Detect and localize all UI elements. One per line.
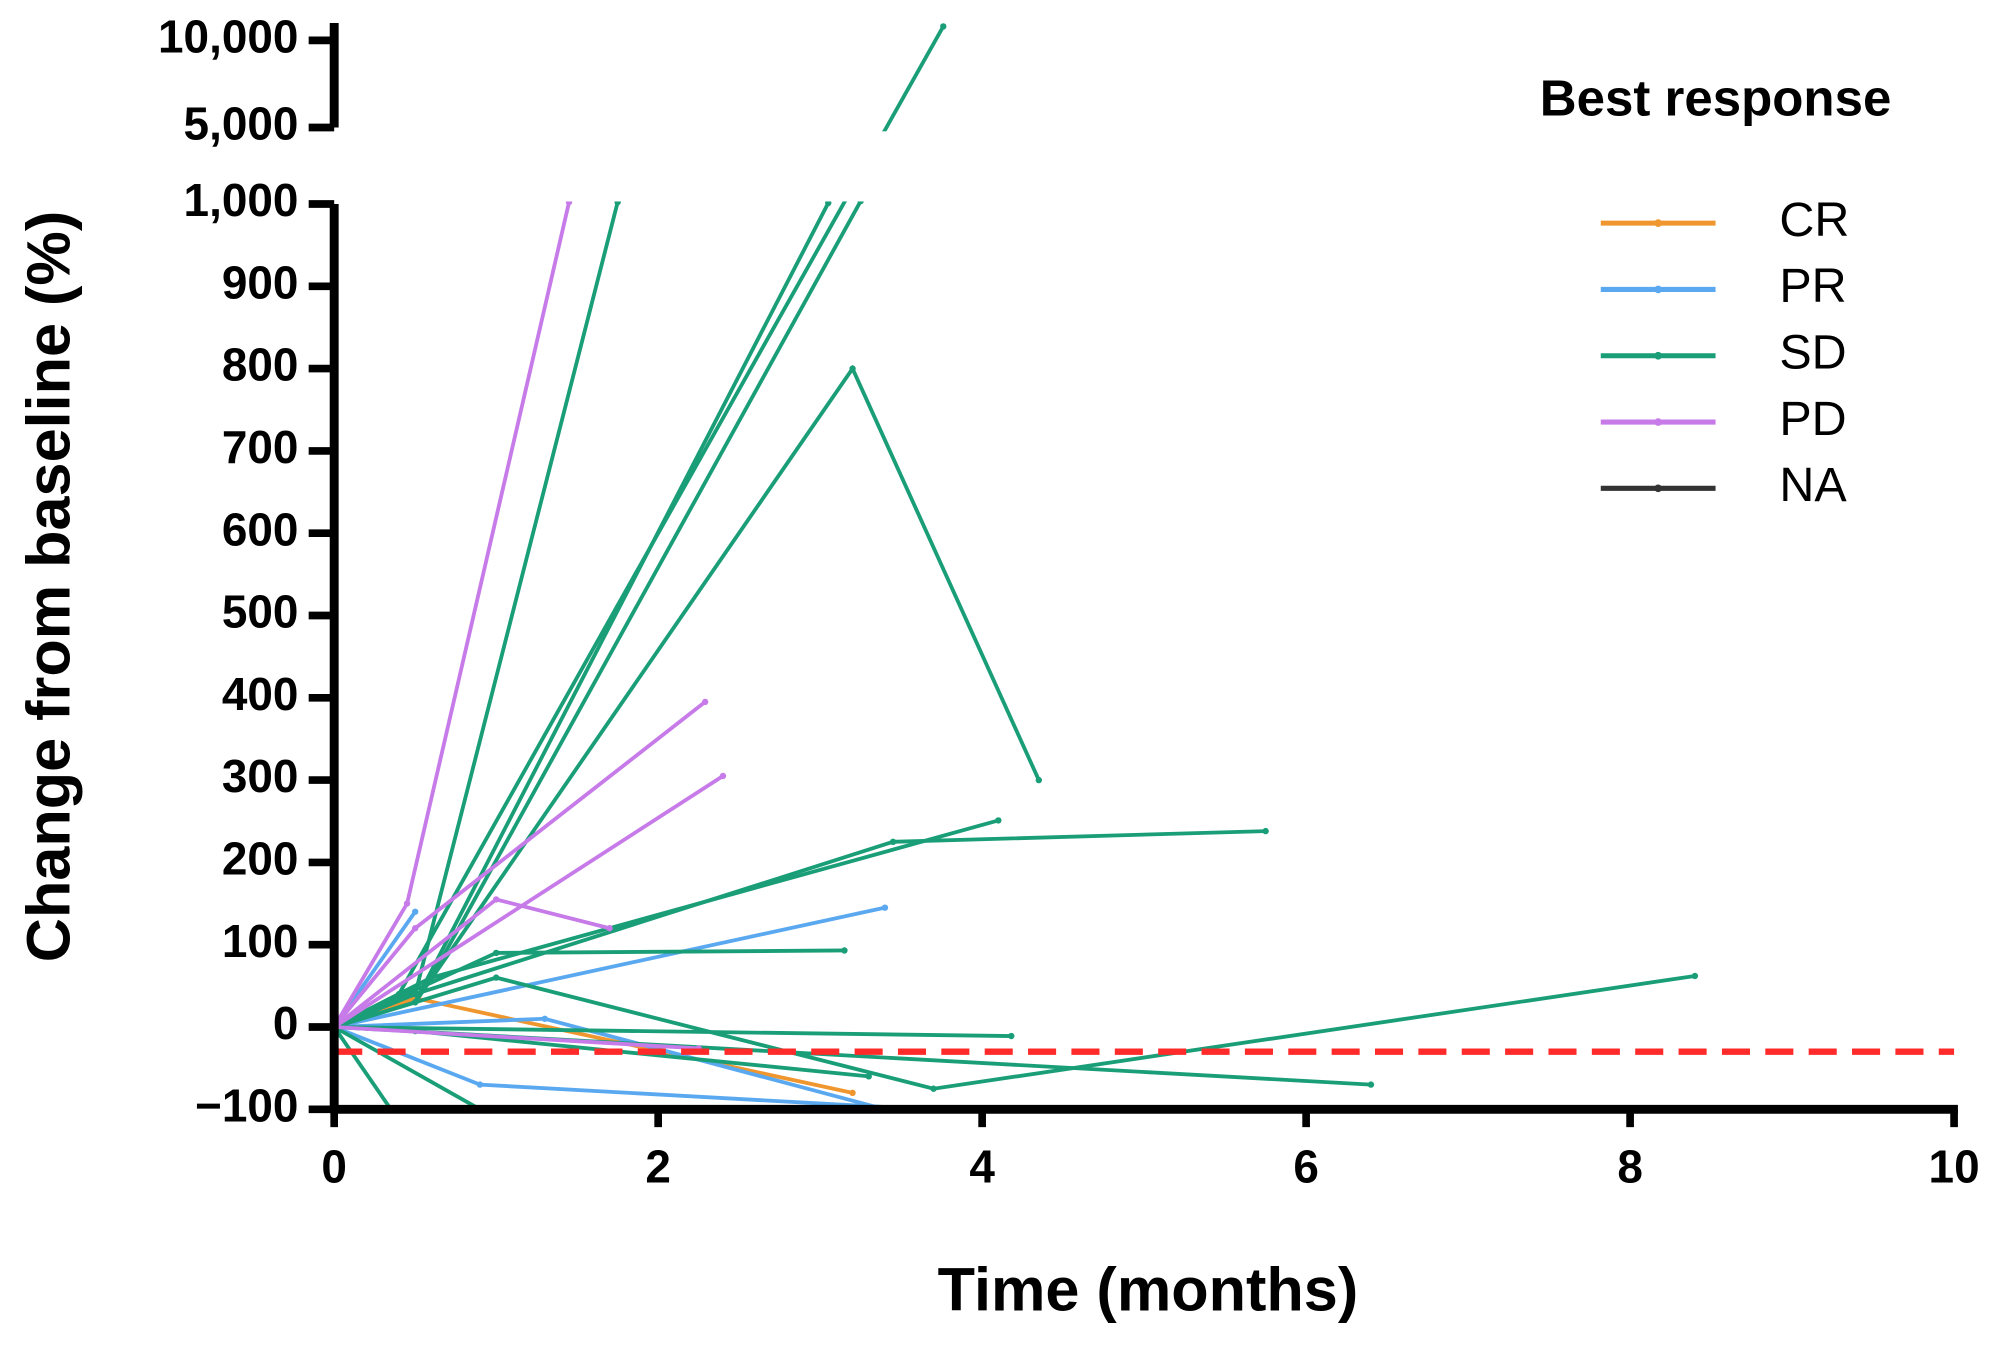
y-tick-label: 10,000	[158, 11, 298, 63]
y-axis-label: Change from baseline (%)	[15, 211, 83, 962]
y-tick-label: 1,000	[184, 174, 299, 226]
line-point	[889, 838, 897, 846]
line-point	[930, 1085, 937, 1092]
y-tick-label: 500	[222, 586, 299, 638]
x-tick-label: 8	[1617, 1141, 1643, 1193]
response-line	[333, 201, 620, 1029]
legend: CR PR SD PD NA	[1600, 193, 1849, 512]
line-point	[411, 925, 419, 932]
line-point	[492, 949, 500, 957]
legend-label: PR	[1779, 259, 1846, 313]
legend-marker	[1654, 285, 1662, 294]
y-tick-label: 400	[222, 668, 299, 720]
x-tick-label: 6	[1293, 1141, 1319, 1193]
response-line	[334, 1025, 699, 1051]
line-point	[428, 974, 435, 981]
response-line	[333, 1025, 481, 1111]
line-point	[1367, 1081, 1375, 1088]
y-tick-label: 300	[222, 750, 299, 802]
y-tick-label: 800	[222, 339, 299, 391]
line-point	[940, 23, 947, 30]
y-tick-label: 100	[222, 915, 299, 967]
x-tick-label: 10	[1929, 1141, 1980, 1193]
x-tick-label: 2	[645, 1141, 671, 1193]
legend-marker	[1654, 351, 1662, 360]
line-point	[492, 974, 500, 981]
line-point	[701, 698, 709, 706]
response-line	[333, 364, 1041, 1029]
line-point	[881, 904, 889, 911]
response-line	[333, 774, 724, 1029]
line-point	[849, 365, 856, 372]
line-point	[1691, 972, 1699, 980]
legend-label: SD	[1779, 326, 1846, 380]
y-tick-label: −100	[195, 1079, 298, 1131]
response-line	[333, 974, 1696, 1091]
legend-marker	[1654, 484, 1662, 493]
response-line	[334, 1025, 1012, 1038]
line-point	[1008, 1032, 1015, 1040]
line-point	[841, 947, 848, 954]
y-tick-label: 700	[222, 421, 299, 473]
line-point	[403, 900, 411, 907]
line-point	[411, 908, 419, 915]
x-tick-label: 0	[321, 1141, 347, 1193]
x-tick-label: 4	[969, 1141, 995, 1193]
legend-label: CR	[1779, 193, 1849, 247]
line-point	[606, 925, 613, 932]
response-line	[332, 700, 707, 1029]
line-point	[492, 896, 500, 903]
response-line	[332, 1025, 393, 1111]
y-tick-label: 5,000	[184, 98, 299, 150]
axis-break-gap	[293, 131, 2000, 202]
line-point	[476, 1081, 484, 1088]
y-tick-label: 0	[273, 997, 299, 1049]
y-tick-label: 900	[222, 256, 299, 308]
line-point	[995, 817, 1002, 824]
plot-area	[330, 23, 1955, 1113]
legend-marker	[1654, 418, 1662, 426]
line-point	[719, 772, 727, 780]
legend-label: PD	[1779, 392, 1846, 446]
response-line	[333, 905, 886, 1029]
response-line	[333, 200, 863, 1029]
line-point	[865, 1073, 872, 1080]
legend-label: NA	[1779, 458, 1847, 512]
x-axis-label: Time (months)	[938, 1255, 1359, 1323]
line-point	[541, 1015, 548, 1022]
axes: 0 2 4 6 8 10 −100 0 100 200 300 400 500 600 700 800 900 1…	[158, 11, 1980, 1193]
y-tick-label: 600	[222, 503, 299, 555]
y-tick-label: 200	[222, 833, 299, 885]
legend-title: Best response	[1540, 69, 1892, 126]
line-point	[1262, 827, 1269, 835]
legend-marker	[1654, 219, 1662, 227]
line-point	[1035, 776, 1043, 784]
line-point	[849, 1089, 856, 1097]
